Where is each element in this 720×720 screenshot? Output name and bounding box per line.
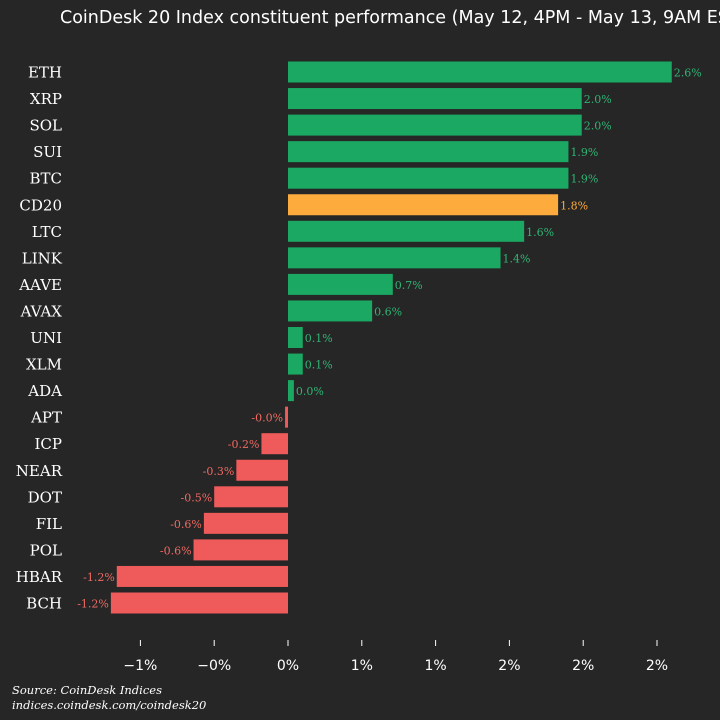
value-label-aave: 0.7% (395, 279, 423, 292)
category-label-avax: AVAX (20, 302, 63, 320)
category-label-apt: APT (30, 409, 62, 427)
bar-ltc (288, 220, 525, 242)
bar-fil (203, 512, 288, 534)
value-label-eth: 2.6% (674, 67, 702, 80)
bar-bch (110, 592, 288, 614)
bar-sui (288, 141, 569, 163)
bar-xrp (288, 88, 582, 110)
value-label-link: 1.4% (503, 252, 531, 265)
value-label-ada: 0.0% (296, 385, 324, 398)
value-label-apt: -0.0% (251, 412, 283, 425)
x-tick-label: 2% (572, 658, 594, 674)
category-label-icp: ICP (35, 435, 63, 453)
x-tick-label: 2% (646, 658, 668, 674)
bar-link (288, 247, 501, 269)
category-label-btc: BTC (29, 170, 62, 188)
bars-group (110, 61, 672, 614)
category-label-pol: POL (30, 541, 62, 559)
category-label-sol: SOL (29, 117, 62, 135)
source-line-2: indices.coindesk.com/coindesk20 (12, 698, 207, 712)
source-line-1: Source: CoinDesk Indices (12, 683, 162, 697)
category-label-cd20: CD20 (19, 196, 62, 214)
value-label-fil: -0.6% (170, 518, 202, 531)
bar-apt (285, 406, 288, 428)
x-axis: −1% −0% 0% 1% 1% 2% 2% 2% (123, 640, 668, 674)
bar-avax (288, 300, 373, 322)
bar-icp (261, 433, 288, 455)
category-label-link: LINK (22, 249, 63, 267)
value-label-xlm: 0.1% (305, 359, 333, 372)
category-labels-group: ETH XRP SOL SUI BTC CD20 LTC LINK AAVE AVAX UNI XLM… (16, 64, 63, 613)
x-tick-label: 2% (498, 658, 520, 674)
value-label-xrp: 2.0% (584, 93, 612, 106)
category-label-aave: AAVE (18, 276, 62, 294)
bar-sol (288, 114, 582, 136)
category-label-ltc: LTC (32, 223, 62, 241)
bar-cd20 (288, 194, 559, 216)
bar-near (236, 459, 288, 481)
chart-title: CoinDesk 20 Index constituent performanc… (60, 8, 720, 28)
category-label-hbar: HBAR (16, 568, 63, 586)
value-label-near: -0.3% (203, 465, 235, 478)
value-label-icp: -0.2% (228, 438, 260, 451)
value-label-sol: 2.0% (584, 120, 612, 133)
category-label-sui: SUI (33, 143, 62, 161)
value-label-bch: -1.2% (77, 598, 109, 611)
category-label-near: NEAR (16, 462, 63, 480)
bar-hbar (116, 565, 288, 587)
bar-dot (214, 486, 288, 508)
value-labels-group: 2.6% 2.0% 2.0% 1.9% 1.9% 1.8% 1.6% 1.4% 0.7% 0.6%… (77, 67, 702, 611)
value-label-hbar: -1.2% (83, 571, 115, 584)
value-label-uni: 0.1% (305, 332, 333, 345)
category-label-xrp: XRP (30, 90, 62, 108)
category-label-eth: ETH (28, 64, 62, 82)
bar-xlm (288, 353, 303, 375)
bar-uni (288, 327, 303, 348)
source-note: Source: CoinDesk Indices indices.coindes… (12, 683, 206, 713)
bar-ada (288, 380, 294, 402)
category-label-fil: FIL (36, 515, 62, 533)
value-label-dot: -0.5% (181, 491, 213, 504)
value-label-ltc: 1.6% (526, 226, 554, 239)
value-label-avax: 0.6% (374, 305, 402, 318)
x-tick-label: −1% (123, 658, 157, 674)
x-tick-label: 1% (424, 658, 446, 674)
x-tick-label: −0% (197, 658, 231, 674)
bar-eth (288, 61, 672, 83)
category-label-xlm: XLM (26, 356, 62, 374)
category-label-uni: UNI (30, 329, 62, 347)
bar-aave (288, 273, 393, 295)
value-label-btc: 1.9% (570, 173, 598, 186)
x-tick-label: 1% (351, 658, 373, 674)
value-label-cd20: 1.8% (560, 199, 588, 212)
x-tick-label: 0% (277, 658, 299, 674)
bar-btc (288, 167, 569, 189)
bar-pol (193, 539, 288, 561)
category-label-bch: BCH (26, 595, 62, 613)
value-label-sui: 1.9% (570, 146, 598, 159)
category-label-dot: DOT (28, 488, 62, 506)
category-label-ada: ADA (27, 382, 62, 400)
value-label-pol: -0.6% (160, 544, 192, 557)
